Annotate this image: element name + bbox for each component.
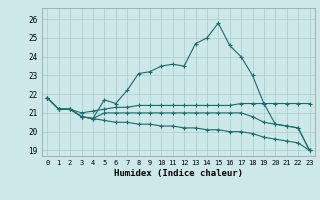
X-axis label: Humidex (Indice chaleur): Humidex (Indice chaleur) (114, 169, 243, 178)
